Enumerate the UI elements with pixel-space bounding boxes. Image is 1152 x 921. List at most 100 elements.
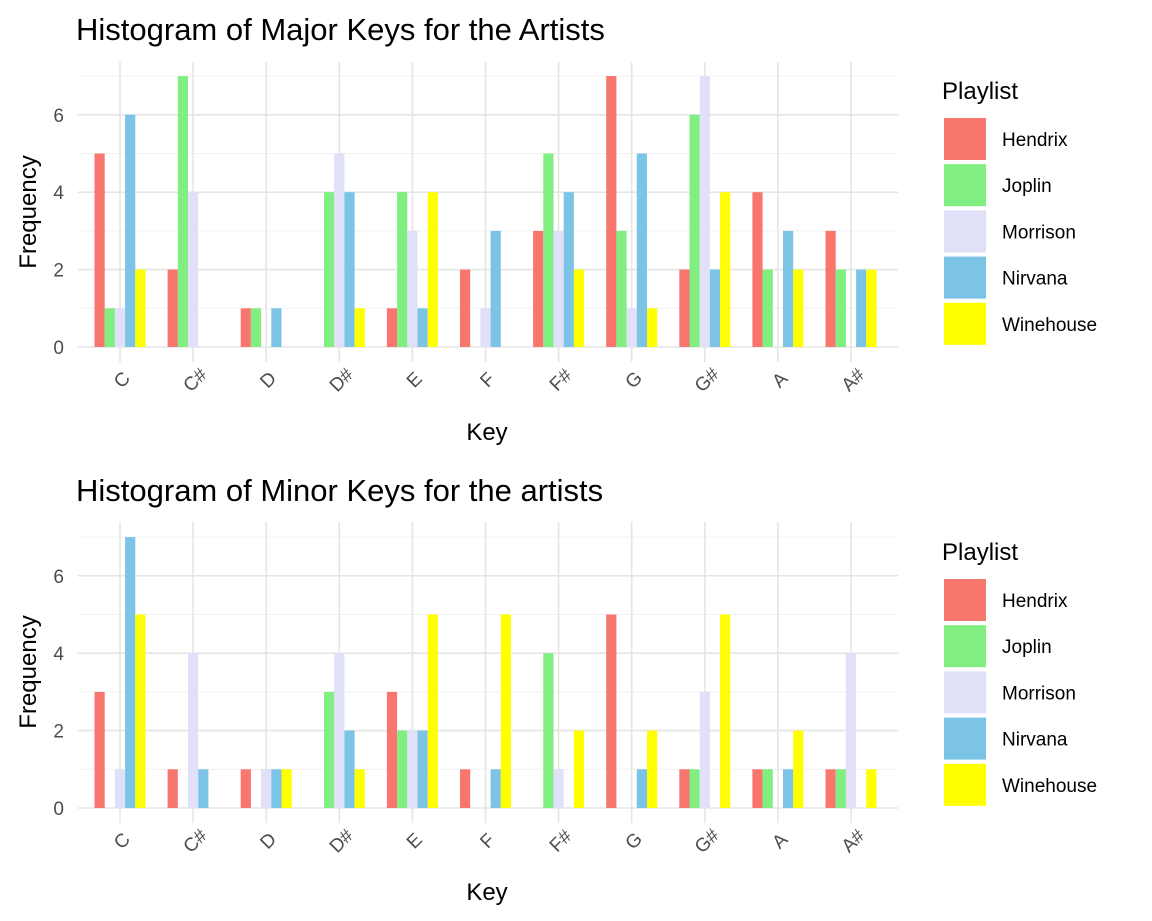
legend-swatch [944, 763, 986, 806]
y-tick-label: 0 [53, 338, 64, 359]
legend-swatch [944, 256, 986, 299]
bar-joplin-fsharp [543, 653, 554, 808]
bar-morrison-gsharp [699, 76, 710, 347]
legend-label: Nirvana [1002, 730, 1068, 751]
bar-joplin-a [762, 269, 773, 347]
bar-joplin-gsharp [689, 769, 700, 808]
legend-label: Morrison [1002, 683, 1076, 704]
bar-winehouse-g [647, 730, 658, 808]
bar-joplin-c [104, 308, 115, 347]
legend-swatch [944, 302, 986, 345]
bar-morrison-g [626, 308, 637, 347]
bar-winehouse-e [427, 614, 438, 808]
bar-joplin-asharp [835, 769, 846, 808]
y-tick-label: 0 [53, 799, 64, 820]
x-tick-label: F# [546, 365, 577, 396]
bar-winehouse-asharp [866, 769, 877, 808]
bar-morrison-fsharp [553, 769, 564, 808]
bar-nirvana-dsharp [344, 192, 355, 347]
legend-swatch [944, 118, 986, 160]
bar-hendrix-a [752, 769, 763, 808]
bar-hendrix-csharp [167, 769, 178, 808]
legend: Playlist Hendrix Joplin Morrison Nirvana Wine… [942, 78, 1097, 345]
legend-label: Morrison [1002, 222, 1076, 243]
x-tick-label: F [476, 830, 499, 853]
bar-nirvana-asharp [856, 269, 867, 347]
bar-hendrix-c [94, 691, 105, 808]
x-tick-label: A [768, 368, 792, 392]
bar-hendrix-g [606, 614, 617, 808]
legend-label: Hendrix [1002, 130, 1068, 151]
legend: Playlist Hendrix Joplin Morrison Nirvana Wine… [942, 539, 1097, 806]
bar-nirvana-a [783, 230, 794, 347]
bar-winehouse-e [427, 192, 438, 347]
bar-morrison-e [407, 230, 418, 347]
bar-joplin-fsharp [543, 153, 554, 347]
legend-swatch [944, 579, 986, 621]
x-tick-label: A [768, 829, 792, 853]
bar-hendrix-csharp [167, 269, 178, 347]
bar-winehouse-f [500, 614, 511, 808]
legend-label: Joplin [1002, 176, 1052, 197]
y-tick-label: 6 [53, 567, 64, 588]
bar-hendrix-f [460, 769, 471, 808]
bar-joplin-d [250, 308, 262, 347]
bar-winehouse-d [281, 769, 292, 808]
bar-hendrix-g [606, 76, 617, 347]
bar-hendrix-d [240, 308, 251, 347]
x-tick-label: A# [838, 825, 870, 857]
y-tick-label: 2 [53, 261, 64, 282]
bar-hendrix-e [386, 691, 398, 808]
bar-hendrix-c [94, 153, 105, 347]
bar-nirvana-e [417, 730, 428, 808]
bar-joplin-a [762, 769, 773, 808]
bar-joplin-g [616, 230, 627, 347]
chart-minor-keys: 0 2 4 6 C C# D D# E F F# G G# A A# Histogram of Minor K… [15, 473, 1097, 906]
x-tick-label: E [403, 368, 427, 392]
bar-hendrix-fsharp [533, 230, 544, 347]
bar-morrison-e [407, 730, 418, 808]
bar-winehouse-fsharp [573, 269, 585, 347]
bar-morrison-c [114, 769, 126, 808]
legend-swatch [944, 625, 986, 668]
chart-title: Histogram of Minor Keys for the artists [76, 473, 603, 508]
bar-winehouse-dsharp [354, 308, 365, 347]
x-tick-label: C [110, 829, 135, 854]
bar-nirvana-dsharp [344, 730, 355, 808]
bar-nirvana-c [125, 114, 136, 347]
legend-title: Playlist [942, 539, 1018, 566]
bar-joplin-gsharp [689, 114, 700, 347]
legend-label: Nirvana [1002, 269, 1068, 290]
bar-morrison-csharp [188, 192, 199, 347]
y-tick-label: 2 [53, 722, 64, 743]
bar-morrison-csharp [188, 653, 199, 808]
bar-morrison-fsharp [553, 230, 564, 347]
legend-label: Winehouse [1002, 776, 1097, 797]
bar-winehouse-fsharp [573, 730, 585, 808]
chart-title: Histogram of Major Keys for the Artists [76, 12, 605, 47]
bar-nirvana-a [783, 769, 794, 808]
bar-winehouse-a [793, 730, 804, 808]
legend-swatch [944, 717, 986, 760]
bar-nirvana-d [271, 769, 282, 808]
x-tick-label: G# [691, 364, 724, 397]
x-tick-label: A# [838, 364, 870, 396]
bar-joplin-dsharp [324, 691, 335, 808]
legend-swatch [944, 671, 986, 714]
x-tick-label: D [256, 368, 281, 393]
bar-joplin-csharp [177, 76, 188, 347]
bar-hendrix-gsharp [679, 269, 690, 347]
bar-nirvana-csharp [198, 769, 209, 808]
y-tick-label: 4 [53, 644, 64, 665]
bar-hendrix-e [386, 308, 398, 347]
legend-label: Hendrix [1002, 591, 1068, 612]
bar-hendrix-asharp [825, 230, 836, 347]
bar-nirvana-c [125, 537, 136, 808]
bar-winehouse-c [135, 614, 146, 808]
bar-hendrix-a [752, 192, 763, 347]
bar-nirvana-f [490, 230, 501, 347]
bar-joplin-asharp [835, 269, 846, 347]
bar-winehouse-a [793, 269, 804, 347]
bar-hendrix-asharp [825, 769, 836, 808]
bar-winehouse-c [135, 269, 146, 347]
